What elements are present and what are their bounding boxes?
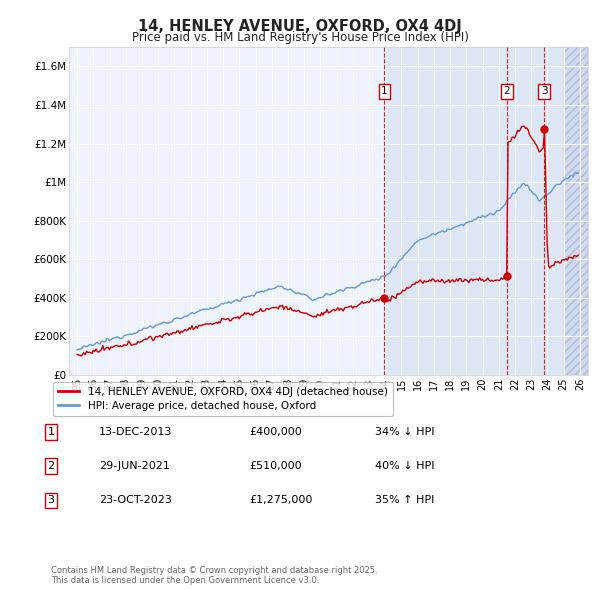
Text: 2: 2 bbox=[503, 86, 510, 96]
Text: £510,000: £510,000 bbox=[249, 461, 302, 471]
Legend: 14, HENLEY AVENUE, OXFORD, OX4 4DJ (detached house), HPI: Average price, detache: 14, HENLEY AVENUE, OXFORD, OX4 4DJ (deta… bbox=[53, 382, 392, 416]
Text: £1,275,000: £1,275,000 bbox=[249, 496, 313, 505]
Text: 40% ↓ HPI: 40% ↓ HPI bbox=[375, 461, 434, 471]
Point bbox=[380, 293, 389, 302]
Text: 3: 3 bbox=[47, 496, 55, 505]
Text: 1: 1 bbox=[47, 427, 55, 437]
Point bbox=[502, 271, 512, 281]
Text: 29-JUN-2021: 29-JUN-2021 bbox=[99, 461, 170, 471]
Text: £400,000: £400,000 bbox=[249, 427, 302, 437]
Text: 3: 3 bbox=[541, 86, 548, 96]
Text: 23-OCT-2023: 23-OCT-2023 bbox=[99, 496, 172, 505]
Text: 2: 2 bbox=[47, 461, 55, 471]
Text: 34% ↓ HPI: 34% ↓ HPI bbox=[375, 427, 434, 437]
Text: 14, HENLEY AVENUE, OXFORD, OX4 4DJ: 14, HENLEY AVENUE, OXFORD, OX4 4DJ bbox=[138, 19, 462, 34]
Text: Contains HM Land Registry data © Crown copyright and database right 2025.
This d: Contains HM Land Registry data © Crown c… bbox=[51, 566, 377, 585]
Text: Price paid vs. HM Land Registry's House Price Index (HPI): Price paid vs. HM Land Registry's House … bbox=[131, 31, 469, 44]
Text: 13-DEC-2013: 13-DEC-2013 bbox=[99, 427, 172, 437]
Point bbox=[539, 124, 549, 134]
Bar bbox=[385, 47, 563, 375]
Text: 1: 1 bbox=[381, 86, 388, 96]
Bar bbox=[563, 47, 588, 375]
Text: 35% ↑ HPI: 35% ↑ HPI bbox=[375, 496, 434, 505]
